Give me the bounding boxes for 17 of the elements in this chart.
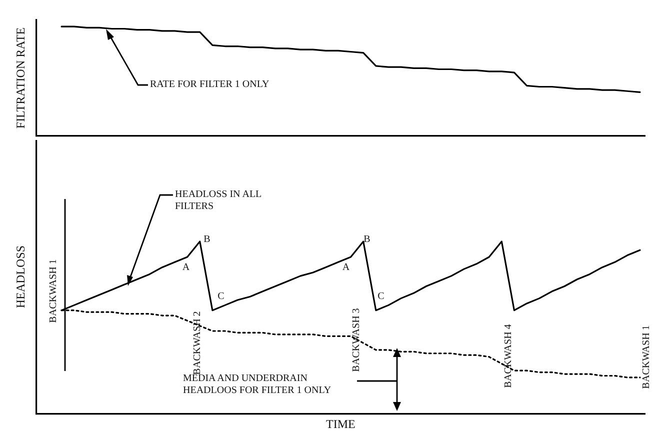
annotation: BACKWASH 1	[48, 259, 60, 323]
y-axis-title: FILTRATION RATE	[13, 27, 28, 129]
annotation: BACKWASH 4	[503, 324, 515, 388]
text: HEADLOSS IN ALL FILTERS	[175, 189, 262, 213]
y-axis-title: HEADLOSS	[13, 245, 28, 308]
x-axis-title: TIME	[326, 416, 356, 431]
annotation: C	[378, 291, 384, 303]
annotation: RATE FOR FILTER 1 ONLY	[150, 79, 270, 91]
annotation: B	[364, 234, 370, 246]
annotation: A	[342, 262, 350, 274]
annotation: BACKWASH 1	[641, 325, 653, 389]
annotation: BACKWASH 3	[351, 308, 363, 372]
annotation: B	[204, 234, 210, 246]
annotation: A	[182, 262, 190, 274]
annotation: C	[218, 291, 224, 303]
annotation: MEDIA AND UNDERDRAIN HEADLOOS FOR FILTER 1 ONLY	[183, 373, 332, 397]
annotation: BACKWASH 2	[192, 311, 203, 375]
